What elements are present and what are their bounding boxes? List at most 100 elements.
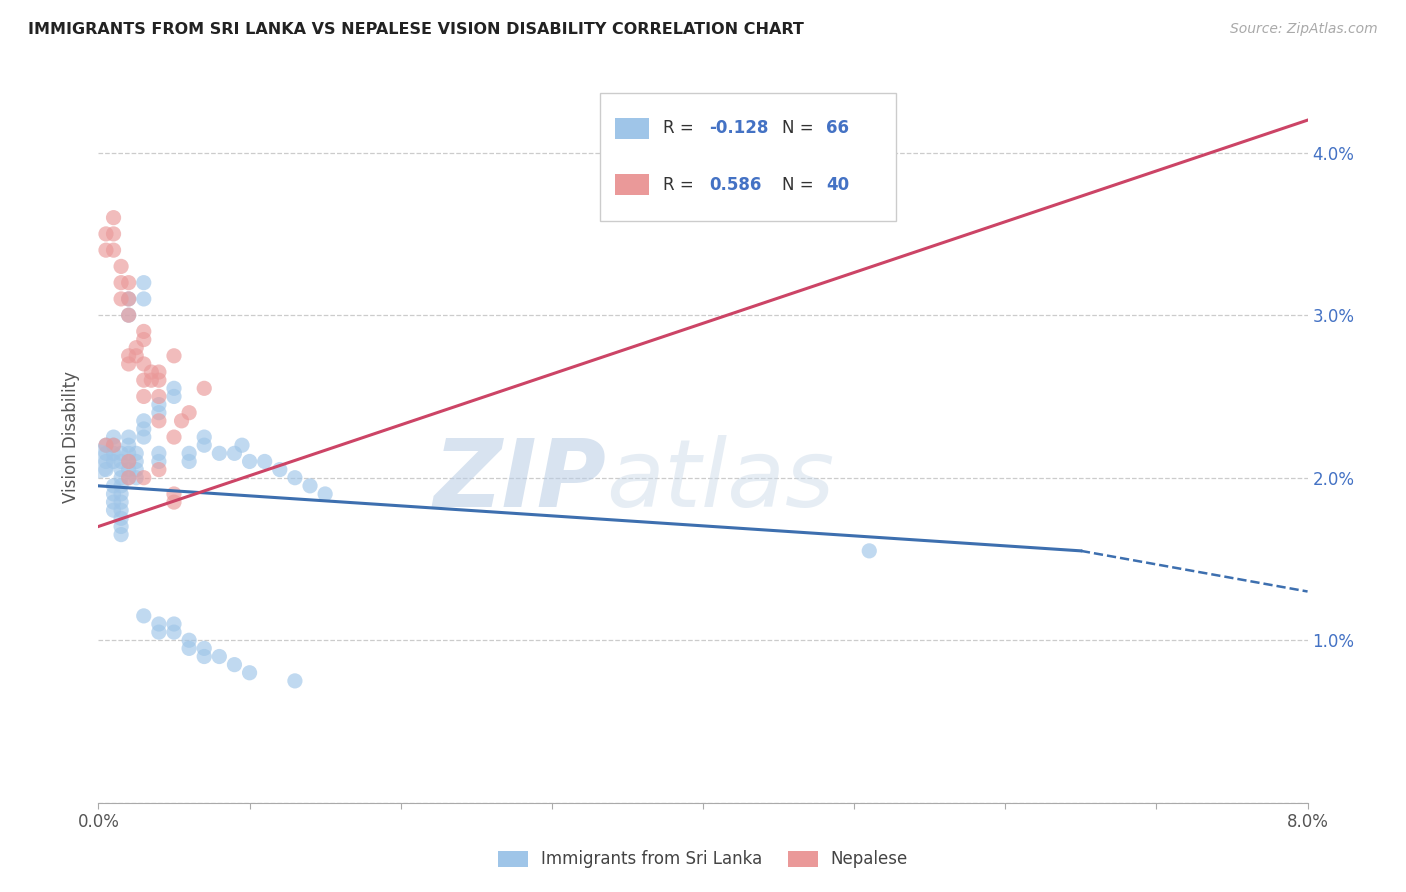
Point (118, 308, 141, 322)
Text: N =: N = (782, 176, 818, 194)
Point (118, 430, 141, 444)
Point (179, 641, 201, 656)
Point (125, 462, 148, 476)
Text: 40: 40 (827, 176, 849, 194)
Point (103, 438, 125, 452)
Point (110, 471, 132, 485)
Point (118, 438, 141, 452)
Point (110, 519, 132, 533)
Point (148, 414, 170, 428)
Point (125, 454, 148, 468)
Point (118, 471, 141, 485)
Point (94, 243, 117, 257)
Point (110, 495, 132, 509)
Point (239, 665, 262, 680)
Point (253, 454, 276, 468)
Point (858, 544, 880, 558)
Point (314, 487, 336, 501)
Point (193, 430, 215, 444)
Point (94, 462, 117, 476)
Bar (614, 175, 648, 195)
Point (231, 438, 253, 452)
Text: R =: R = (664, 176, 699, 194)
Point (193, 381, 215, 395)
Point (224, 446, 246, 460)
Point (284, 673, 307, 688)
Point (132, 333, 155, 347)
Point (118, 454, 141, 468)
Point (110, 511, 132, 525)
Point (132, 276, 155, 290)
Point (103, 495, 125, 509)
Point (110, 527, 132, 541)
Point (125, 349, 148, 363)
Point (125, 446, 148, 460)
Point (94, 227, 117, 241)
Point (110, 503, 132, 517)
Text: ZIP: ZIP (433, 435, 606, 527)
Point (118, 276, 141, 290)
Point (163, 495, 186, 509)
Point (103, 211, 125, 225)
Text: atlas: atlas (606, 435, 835, 526)
Point (132, 414, 155, 428)
Point (103, 503, 125, 517)
Point (118, 462, 141, 476)
Point (132, 608, 155, 623)
Point (110, 446, 132, 460)
Point (118, 357, 141, 371)
Point (132, 373, 155, 387)
Point (844, 129, 866, 144)
Point (193, 438, 215, 452)
Point (94, 446, 117, 460)
Point (103, 438, 125, 452)
Point (179, 633, 201, 648)
Point (163, 389, 186, 403)
Point (132, 471, 155, 485)
Y-axis label: Vision Disability: Vision Disability (62, 371, 80, 503)
Point (284, 471, 307, 485)
Point (224, 657, 246, 672)
Point (208, 446, 231, 460)
Point (163, 349, 186, 363)
Point (110, 260, 132, 274)
Point (148, 625, 170, 640)
Point (125, 341, 148, 355)
Point (141, 365, 163, 379)
Point (110, 292, 132, 306)
Point (94, 454, 117, 468)
Bar (614, 118, 648, 138)
Text: 66: 66 (827, 120, 849, 137)
Point (132, 325, 155, 339)
Point (118, 349, 141, 363)
Point (110, 276, 132, 290)
Point (87, 454, 110, 468)
Point (94, 438, 117, 452)
Point (103, 430, 125, 444)
Point (163, 430, 186, 444)
Point (163, 381, 186, 395)
Point (110, 479, 132, 493)
Point (125, 471, 148, 485)
Point (110, 462, 132, 476)
Point (118, 454, 141, 468)
Point (110, 454, 132, 468)
Point (103, 487, 125, 501)
Point (132, 422, 155, 436)
Point (170, 414, 193, 428)
Point (179, 454, 201, 468)
Point (148, 365, 170, 379)
Point (118, 292, 141, 306)
Point (148, 446, 170, 460)
Point (118, 446, 141, 460)
Point (132, 292, 155, 306)
Point (132, 357, 155, 371)
Point (269, 462, 291, 476)
Point (132, 389, 155, 403)
Point (103, 243, 125, 257)
Point (163, 617, 186, 632)
Point (208, 649, 231, 664)
Point (163, 625, 186, 640)
Text: IMMIGRANTS FROM SRI LANKA VS NEPALESE VISION DISABILITY CORRELATION CHART: IMMIGRANTS FROM SRI LANKA VS NEPALESE VI… (28, 22, 804, 37)
Point (141, 373, 163, 387)
